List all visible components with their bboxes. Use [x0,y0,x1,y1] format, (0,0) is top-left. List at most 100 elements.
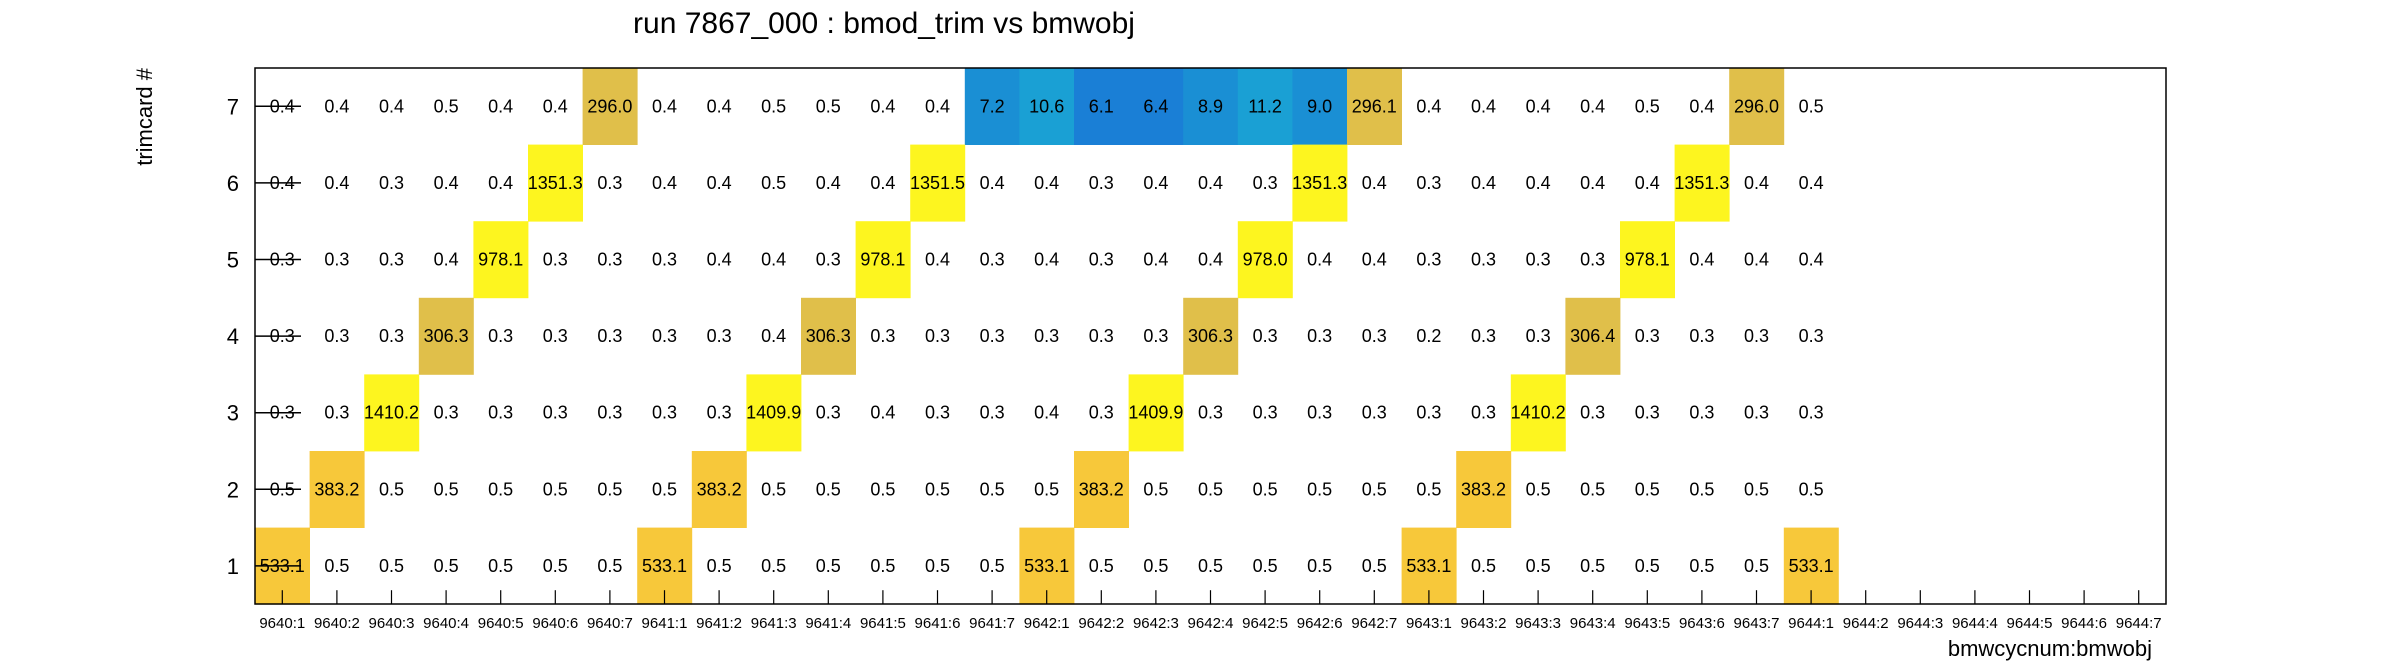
cell-value-label: 0.4 [1362,173,1387,193]
y-axis: 1 2 3 4 5 6 7 [227,94,301,579]
cell-value-label: 0.5 [597,479,622,499]
x-tick-label: 9640:4 [423,615,469,632]
cell-value-label: 533.1 [642,556,687,576]
cell-value-label: 978.1 [1625,250,1670,270]
x-tick-label: 9644:2 [1843,615,1889,632]
cell-value-label: 0.5 [1307,479,1332,499]
cell-value-label: 0.3 [1471,403,1496,423]
cell-value-label: 0.5 [1143,479,1168,499]
cell-value-label: 0.3 [1362,403,1387,423]
cell-value-label: 0.3 [488,326,513,346]
cell-value-label: 0.4 [1034,250,1059,270]
cell-value-label: 0.5 [1034,479,1059,499]
x-tick-label: 9641:7 [969,615,1015,632]
cell-value-label: 0.4 [1689,96,1714,116]
y-tick-label: 1 [227,554,239,579]
cell-value-label: 10.6 [1029,96,1064,116]
heatmap-cell [691,451,747,528]
cell-value-label: 0.3 [925,403,950,423]
heatmap-cell [1620,221,1675,299]
x-tick-label: 9641:2 [696,615,742,632]
cell-value-label: 0.4 [1143,250,1168,270]
cell-value-label: 0.5 [379,479,404,499]
heatmap-cell [1128,68,1184,145]
cell-value-label: 0.3 [1580,250,1605,270]
cell-value-label: 0.3 [1416,403,1441,423]
cell-value-label: 0.3 [488,403,513,423]
x-tick-label: 9640:1 [259,615,305,632]
cell-value-label: 306.3 [1188,326,1233,346]
x-tick-label: 9640:5 [478,615,524,632]
x-tick-label: 9641:6 [915,615,961,632]
x-tick-label: 9642:5 [1242,615,1288,632]
cell-value-label: 0.4 [1689,250,1714,270]
cell-value-label: 0.5 [652,479,677,499]
heatmap-cell [1237,221,1293,299]
cell-value-label: 0.4 [1799,250,1824,270]
x-tick-label: 9642:7 [1351,615,1397,632]
cell-value-label: 0.5 [925,479,950,499]
x-tick-label: 9640:7 [587,615,633,632]
heatmap-cell [1674,144,1730,222]
heatmap-cell [1347,68,1402,145]
cell-value-label: 1351.3 [528,173,583,193]
cell-value-label: 0.4 [870,403,895,423]
cell-value-label: 306.3 [806,326,851,346]
cell-value-label: 0.3 [1143,326,1168,346]
cell-value-label: 0.5 [434,96,459,116]
y-tick-label: 3 [227,401,239,426]
x-tick-label: 9644:1 [1788,615,1834,632]
cell-value-label: 6.4 [1143,96,1168,116]
cell-value-label: 306.3 [424,326,469,346]
y-tick-label: 2 [227,477,239,502]
cell-value-label: 0.3 [379,250,404,270]
cell-value-label: 0.4 [1471,96,1496,116]
cell-value-label: 0.4 [1307,250,1332,270]
cell-value-label: 0.4 [434,250,459,270]
cell-value-label: 0.3 [980,250,1005,270]
cell-value-label: 0.5 [761,479,786,499]
cell-value-label: 0.5 [1635,556,1660,576]
cell-value-label: 0.3 [324,403,349,423]
cell-value-label: 1351.3 [1292,173,1347,193]
cell-value-label: 0.4 [870,96,895,116]
cell-value-label: 306.4 [1570,326,1615,346]
x-axis-title: bmwcycnum:bmwobj [1948,636,2152,661]
cell-value-label: 296.1 [1352,96,1397,116]
heatmap-cell [910,144,966,222]
cell-value-label: 0.4 [1143,173,1168,193]
cell-value-label: 0.4 [1744,173,1769,193]
cell-value-label: 0.4 [1416,96,1441,116]
cell-value-label: 0.3 [707,326,732,346]
cell-value-label: 0.3 [652,326,677,346]
cell-value-label: 0.5 [1744,479,1769,499]
cell-value-label: 0.5 [543,479,568,499]
cell-value-label: 0.5 [1253,556,1278,576]
cell-value-label: 0.5 [1526,556,1551,576]
cell-value-label: 0.4 [652,96,677,116]
cell-value-label: 0.5 [379,556,404,576]
x-tick-label: 9640:2 [314,615,360,632]
cell-value-label: 0.3 [980,403,1005,423]
cell-value-label: 0.3 [543,326,568,346]
cell-value-label: 0.3 [597,250,622,270]
x-tick-label: 9642:2 [1078,615,1124,632]
y-axis-title: trimcard # [132,67,157,166]
cell-value-label: 0.3 [707,403,732,423]
heatmap-cell [473,221,529,299]
cell-value-label: 296.0 [587,96,632,116]
cell-value-label: 0.4 [980,173,1005,193]
cell-value-label: 0.5 [1089,556,1114,576]
cell-value-label: 0.3 [816,403,841,423]
cell-value-label: 0.4 [1471,173,1496,193]
x-tick-label: 9643:5 [1624,615,1670,632]
cell-value-label: 0.4 [707,96,732,116]
cell-value-label: 0.4 [1635,173,1660,193]
cell-value-label: 0.5 [1362,479,1387,499]
cell-value-label: 8.9 [1198,96,1223,116]
cell-value-label: 0.3 [1034,326,1059,346]
cell-value-label: 0.3 [652,403,677,423]
cell-value-label: 0.3 [1635,326,1660,346]
cell-value-label: 0.5 [488,479,513,499]
